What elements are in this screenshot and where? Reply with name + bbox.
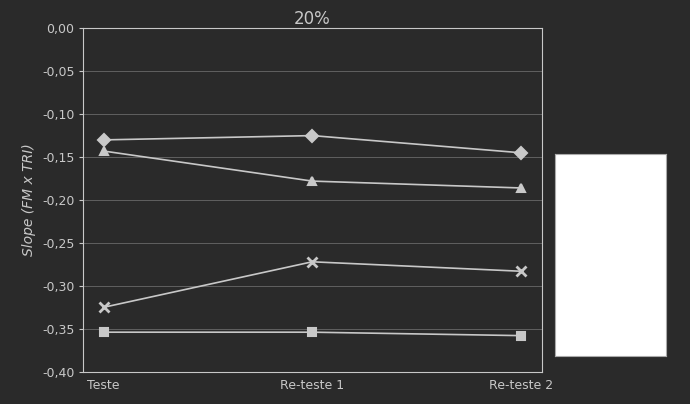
Y-axis label: Slope (FM x TRI): Slope (FM x TRI) xyxy=(22,143,37,257)
Title: 20%: 20% xyxy=(294,10,331,28)
